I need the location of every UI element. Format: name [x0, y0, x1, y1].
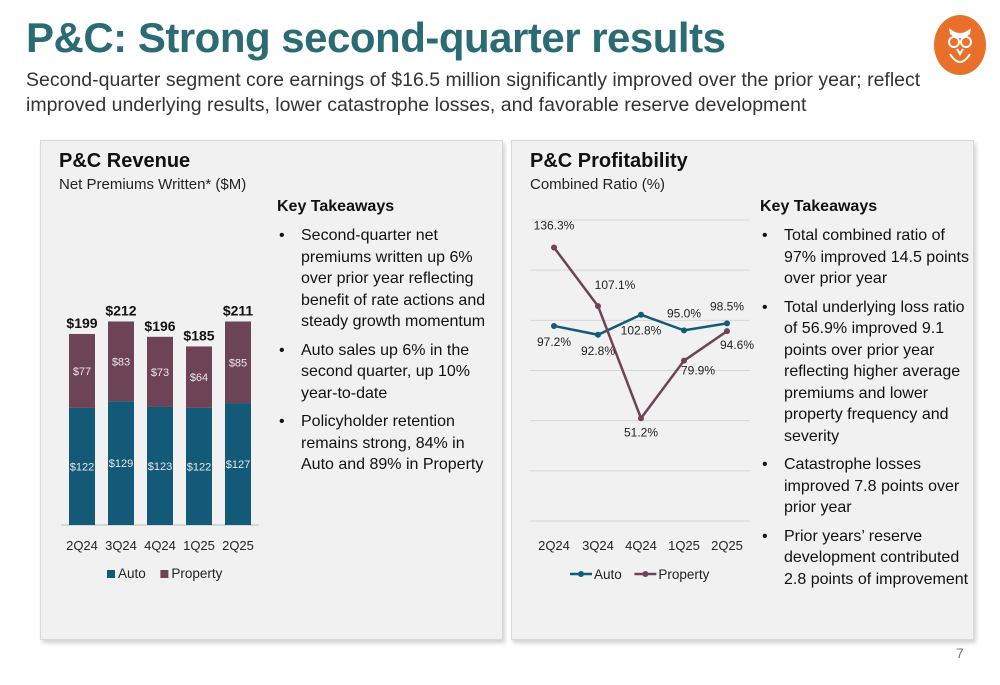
- data-label: 92.8%: [581, 344, 615, 358]
- total-label: $185: [183, 327, 214, 343]
- legend-label-auto: Auto: [118, 566, 146, 581]
- bar-property: [147, 336, 173, 407]
- profitability-takeaways-list: Total combined ratio of 97% improved 14.…: [760, 225, 970, 597]
- x-tick-label: 1Q25: [668, 538, 700, 553]
- bar-auto: [147, 406, 173, 525]
- revenue-panel-subtitle: Net Premiums Written* ($M): [59, 176, 247, 193]
- data-label: $73: [151, 367, 169, 379]
- data-point-property: [595, 303, 601, 310]
- data-point-auto: [551, 322, 557, 329]
- profitability-takeaways-title: Key Takeaways: [760, 198, 878, 215]
- data-label: $85: [229, 357, 247, 369]
- takeaway-item: Total combined ratio of 97% improved 14.…: [760, 225, 970, 290]
- total-label: $212: [105, 302, 136, 318]
- x-tick-label: 2Q25: [711, 538, 743, 553]
- data-label: 79.9%: [681, 364, 715, 378]
- data-point-auto: [681, 327, 687, 334]
- legend-marker-auto: [578, 571, 584, 577]
- revenue-panel-title: P&C Revenue: [59, 150, 191, 172]
- bar-auto: [108, 401, 134, 525]
- takeaway-item: Prior years’ reserve development contrib…: [760, 526, 970, 591]
- bar-property: [225, 321, 251, 404]
- total-label: $211: [223, 302, 254, 318]
- data-point-auto: [595, 331, 601, 338]
- data-label: $77: [73, 366, 91, 378]
- legend-marker-property: [642, 571, 649, 577]
- bar-property: [69, 333, 95, 408]
- data-label: 107.1%: [595, 278, 636, 292]
- data-label: 102.8%: [621, 324, 662, 338]
- x-tick-label: 4Q24: [144, 538, 176, 553]
- takeaway-item: Policyholder retention remains strong, 8…: [277, 411, 497, 476]
- data-label: $122: [70, 461, 94, 473]
- page-title: P&C: Strong second-quarter results: [26, 14, 726, 61]
- data-point-property: [638, 415, 644, 422]
- x-tick-label: 2Q24: [66, 538, 98, 553]
- takeaway-item: Catastrophe losses improved 7.8 points o…: [760, 454, 970, 519]
- bar-auto: [186, 407, 212, 525]
- revenue-bar-chart: $122 $77 $199 2Q24 $129 $83 $212 3Q24 $123 $73 $19…: [61, 302, 259, 581]
- legend-swatch-auto: [107, 570, 115, 578]
- bar-auto: [225, 403, 251, 525]
- legend-label-auto: Auto: [594, 567, 622, 582]
- profitability-panel: P&C Profitability Combined Ratio (%) 97.…: [511, 140, 974, 640]
- data-point-property: [681, 357, 687, 364]
- data-point-auto: [724, 320, 730, 327]
- takeaway-item: Auto sales up 6% in the second quarter, …: [277, 340, 497, 405]
- data-point-auto: [638, 311, 644, 318]
- takeaway-item: Total underlying loss ratio of 56.9% imp…: [760, 297, 970, 448]
- profitability-panel-subtitle: Combined Ratio (%): [530, 176, 666, 193]
- combined-ratio-line-chart: 97.2% 92.8% 102.8% 95.0% 98.5% 136.3% 107.1% 51…: [530, 218, 754, 582]
- page-subtitle: Second-quarter segment core earnings of …: [26, 69, 921, 116]
- revenue-takeaways-list: Second-quarter net premiums written up 6…: [277, 225, 497, 483]
- profitability-panel-title: P&C Profitability: [530, 150, 688, 172]
- x-tick-label: 2Q24: [538, 538, 570, 553]
- legend-label-property: Property: [171, 566, 222, 581]
- data-label: 95.0%: [667, 306, 701, 320]
- data-point-property: [724, 328, 730, 335]
- data-label: $83: [112, 356, 130, 368]
- data-label: $122: [187, 461, 211, 473]
- x-tick-label: 3Q24: [105, 538, 137, 553]
- data-label: $64: [190, 372, 208, 384]
- bar-property: [186, 346, 212, 408]
- owl-logo-icon: [934, 15, 986, 75]
- data-point-property: [551, 244, 557, 251]
- bar-auto: [69, 407, 95, 525]
- legend-swatch-property: [160, 570, 169, 578]
- data-label: 94.6%: [720, 338, 754, 352]
- data-label: 98.5%: [710, 299, 744, 313]
- takeaway-item: Second-quarter net premiums written up 6…: [277, 225, 497, 333]
- legend-label-property: Property: [658, 567, 709, 582]
- page-number: 7: [956, 645, 964, 661]
- data-label: 51.2%: [624, 425, 658, 439]
- x-tick-label: 3Q24: [582, 538, 614, 553]
- x-tick-label: 1Q25: [183, 538, 215, 553]
- data-label: $127: [226, 459, 250, 471]
- data-label: $129: [109, 458, 133, 470]
- total-label: $199: [66, 315, 97, 331]
- x-tick-label: 4Q24: [625, 538, 657, 553]
- bar-property: [108, 321, 134, 402]
- x-tick-label: 2Q25: [222, 538, 254, 553]
- total-label: $196: [144, 318, 175, 334]
- data-label: 97.2%: [537, 335, 571, 349]
- revenue-panel: P&C Revenue Net Premiums Written* ($M) $…: [40, 140, 503, 640]
- data-label: 136.3%: [534, 218, 575, 232]
- revenue-takeaways-title: Key Takeaways: [277, 198, 395, 215]
- data-label: $123: [148, 461, 172, 473]
